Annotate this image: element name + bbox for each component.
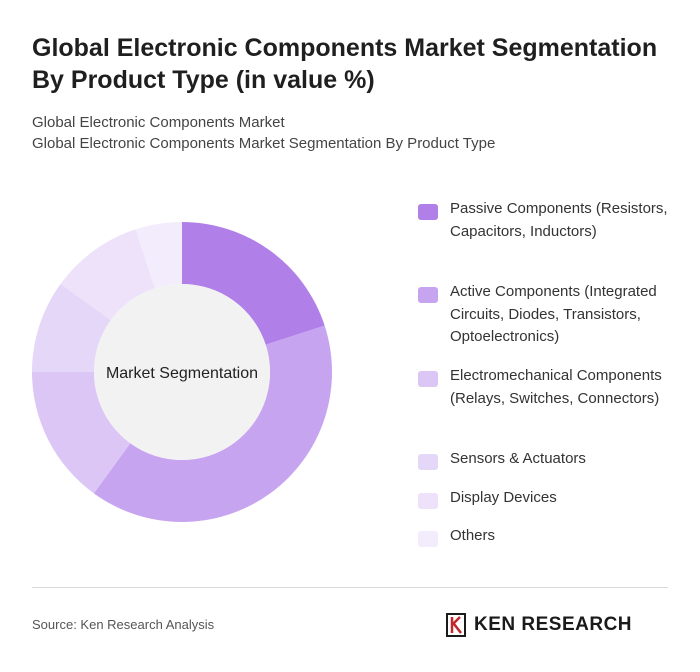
legend-label: Electromechanical Components (Relays, Sw… [450, 367, 662, 407]
donut-slices [32, 222, 332, 522]
legend-item: Electromechanical Components (Relays, Sw… [418, 365, 700, 410]
legend-label: Display Devices [450, 489, 557, 506]
legend-item: Display Devices [418, 487, 700, 510]
legend-swatch [418, 287, 438, 303]
footer-divider [32, 587, 668, 588]
donut-slice-5 [60, 229, 155, 321]
ken-research-logo-icon [446, 613, 466, 637]
donut-slice-6 [135, 222, 182, 289]
legend-swatch [418, 371, 438, 387]
legend-swatch [418, 493, 438, 509]
donut-slice-1 [182, 222, 325, 345]
legend-label: Others [450, 527, 496, 544]
brand-logo: KEN RESEARCH [446, 612, 632, 638]
chart-title: Global Electronic Components Market Segm… [32, 34, 658, 94]
legend-item: Passive Components (Resistors, Capacitor… [418, 198, 700, 243]
legend-item: Active Components (Integrated Circuits, … [418, 281, 700, 349]
legend-swatch [418, 531, 438, 547]
legend-label: Active Components (Integrated Circuits, … [450, 283, 657, 345]
donut-center [94, 284, 270, 460]
donut-slice-3 [32, 372, 131, 494]
legend-swatch [418, 454, 438, 470]
logo-text: KEN RESEARCH [474, 614, 633, 635]
legend-swatch [418, 204, 438, 220]
chart-subtitle: Global Electronic Components Market Glob… [32, 112, 672, 154]
legend-label: Passive Components (Resistors, Capacitor… [450, 200, 668, 240]
subtitle-line-2: Global Electronic Components Market Segm… [32, 135, 496, 152]
legend-item: Others [418, 525, 700, 548]
donut-slice-2 [93, 325, 332, 522]
center-label: Market Segmentation [106, 365, 258, 382]
legend-label: Sensors & Actuators [450, 450, 586, 467]
donut-slice-4 [32, 283, 111, 372]
subtitle-line-1: Global Electronic Components Market [32, 114, 285, 131]
legend-item: Sensors & Actuators [418, 448, 700, 471]
source-note: Source: Ken Research Analysis [32, 617, 215, 632]
